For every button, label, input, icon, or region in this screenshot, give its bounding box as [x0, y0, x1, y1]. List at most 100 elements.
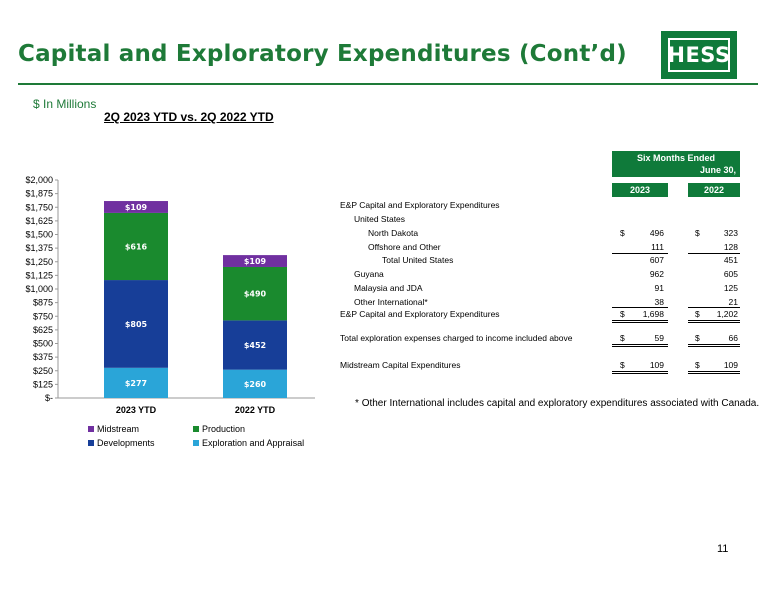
table-period-header: Six Months Ended June 30,: [612, 151, 740, 177]
bar-developments: [223, 320, 287, 370]
page-title: Capital and Exploratory Expenditures (Co…: [18, 41, 627, 67]
legend-label-midstream: Midstream: [97, 424, 140, 434]
footnote: * Other International includes capital a…: [355, 398, 759, 409]
cell-2023-total-us: 607: [649, 255, 664, 265]
double-rule-2023-e: [612, 371, 668, 372]
dollar-sign: $: [620, 228, 625, 238]
row-label-offshore: Offshore and Other: [368, 242, 441, 252]
legend-swatch-developments: [88, 440, 94, 446]
legend-item-exploration: Exploration and Appraisal: [193, 438, 304, 448]
double-rule-2023-d: [612, 346, 668, 347]
bar-exploration-and-appraisal: [223, 369, 287, 398]
cell-2022-total-us: 451: [723, 255, 738, 265]
dollar-sign: $: [695, 309, 700, 319]
bar-exploration-and-appraisal: [104, 367, 168, 398]
y-tick-label: $1,375: [25, 243, 53, 253]
bar-midstream: [223, 255, 287, 267]
chart-subtitle: 2Q 2023 YTD vs. 2Q 2022 YTD: [104, 110, 274, 124]
double-rule-2023-b: [612, 322, 668, 323]
subtotal-rule-2022: [688, 253, 740, 254]
period-header-line2: June 30,: [699, 165, 736, 175]
total-rule-2023: [612, 307, 668, 308]
x-category-label: 2022 YTD: [235, 405, 276, 415]
legend-label-developments: Developments: [97, 438, 155, 448]
logo-text: HESS: [667, 43, 731, 67]
cell-2023-offshore: 111: [651, 242, 664, 252]
double-rule-2023-a: [612, 320, 668, 321]
row-label-malaysia: Malaysia and JDA: [354, 283, 423, 293]
bar-data-label: $805: [125, 320, 148, 329]
y-tick-label: $1,250: [25, 257, 53, 267]
y-tick-label: $1,750: [25, 202, 53, 212]
cell-2023-malaysia: 91: [654, 283, 664, 293]
legend-item-midstream: Midstream: [88, 424, 139, 434]
cell-2022-midstream-capex: 109: [723, 360, 738, 370]
double-rule-2022-c: [688, 344, 740, 345]
row-label-total-us: Total United States: [382, 255, 454, 265]
row-label-ep-header: E&P Capital and Exploratory Expenditures: [340, 200, 500, 210]
y-tick-label: $750: [33, 311, 53, 321]
y-tick-label: $250: [33, 366, 53, 376]
dollar-sign: $: [695, 228, 700, 238]
row-label-north-dakota: North Dakota: [368, 228, 419, 238]
bar-data-label: $490: [244, 290, 267, 299]
y-tick-label: $125: [33, 379, 53, 389]
y-tick-label: $-: [45, 393, 53, 403]
y-tick-label: $1,625: [25, 216, 53, 226]
double-rule-2022-e: [688, 371, 740, 372]
double-rule-2023-c: [612, 344, 668, 345]
legend-label-production: Production: [202, 424, 246, 434]
y-tick-label: $875: [33, 298, 53, 308]
cell-2023-guyana: 962: [649, 269, 664, 279]
row-label-other-intl: Other International*: [354, 297, 428, 307]
double-rule-2022-d: [688, 346, 740, 347]
y-tick-label: $1,500: [25, 230, 53, 240]
cell-2023-exploration-expenses: 59: [654, 333, 664, 343]
y-tick-label: $625: [33, 325, 53, 335]
dollar-sign: $: [620, 333, 625, 343]
logo-frame: HESS: [667, 38, 731, 72]
y-tick-label: $1,125: [25, 270, 53, 280]
legend-item-developments: Developments: [88, 438, 155, 448]
bar-data-label: $109: [244, 257, 267, 266]
y-tick-label: $2,000: [25, 175, 53, 185]
y-tick-label: $500: [33, 339, 53, 349]
page-number: 11: [717, 543, 729, 555]
x-category-label: 2023 YTD: [116, 405, 157, 415]
double-rule-2022-a: [688, 320, 740, 321]
cell-2022-north-dakota: 323: [723, 228, 738, 238]
row-label-guyana: Guyana: [354, 269, 384, 279]
cell-2022-malaysia: 125: [723, 283, 738, 293]
subtotal-rule-2023: [612, 253, 668, 254]
legend-swatch-exploration: [193, 440, 199, 446]
cell-2022-ep-total: 1,202: [716, 309, 738, 319]
row-label-exploration-expenses: Total exploration expenses charged to in…: [340, 333, 573, 343]
legend-label-exploration: Exploration and Appraisal: [202, 438, 305, 448]
cell-2022-other-intl: 21: [728, 297, 738, 307]
dollar-sign: $: [695, 333, 700, 343]
cell-2022-offshore: 128: [723, 242, 738, 252]
hess-logo: HESS: [661, 31, 737, 79]
column-header-2023: 2023: [612, 183, 668, 197]
footnote-text: Other International includes capital and…: [361, 398, 760, 409]
double-rule-2023-f: [612, 373, 668, 374]
y-tick-label: $1,000: [25, 284, 53, 294]
bar-data-label: $616: [125, 242, 148, 251]
bar-developments: [104, 280, 168, 368]
row-label-united-states: United States: [354, 214, 406, 224]
cell-2023-north-dakota: 496: [649, 228, 664, 238]
dollar-sign: $: [695, 360, 700, 370]
dollar-sign: $: [620, 360, 625, 370]
cell-2022-exploration-expenses: 66: [728, 333, 738, 343]
y-tick-label: $1,875: [25, 189, 53, 199]
bar-data-label: $260: [244, 380, 267, 389]
bar-production: [104, 212, 168, 281]
footnote-star: *: [355, 398, 359, 409]
total-rule-2022: [688, 307, 740, 308]
cell-2023-midstream-capex: 109: [649, 360, 664, 370]
title-underline: [18, 83, 758, 85]
cell-2023-other-intl: 38: [654, 297, 664, 307]
period-header-line1: Six Months Ended: [636, 153, 715, 163]
bar-data-label: $109: [125, 203, 148, 212]
